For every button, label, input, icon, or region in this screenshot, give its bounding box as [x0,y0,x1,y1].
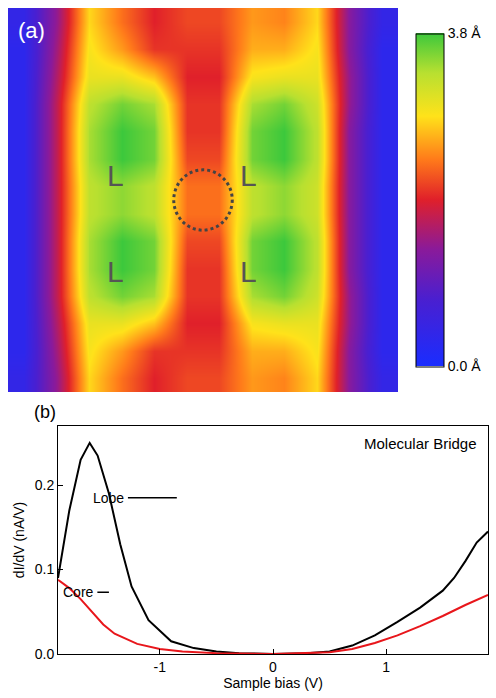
svg-text:0.0: 0.0 [35,646,55,662]
svg-text:Molecular Bridge: Molecular Bridge [364,435,477,452]
svg-text:L: L [240,255,257,288]
svg-text:(b): (b) [34,402,56,422]
svg-text:Core: Core [63,584,94,600]
svg-text:Lobe: Lobe [93,490,124,506]
svg-text:L: L [107,255,124,288]
svg-text:(a): (a) [18,18,45,43]
svg-text:0.0 Å: 0.0 Å [448,358,481,374]
svg-text:dI/dV (nA/V): dI/dV (nA/V) [11,502,27,578]
svg-text:0: 0 [269,659,277,675]
svg-text:0.1: 0.1 [35,561,55,577]
svg-text:3.8 Å: 3.8 Å [448,25,481,41]
svg-text:1: 1 [382,659,390,675]
svg-text:-1: -1 [154,659,167,675]
svg-text:0.2: 0.2 [35,477,55,493]
svg-text:Sample bias (V): Sample bias (V) [223,675,323,691]
svg-text:L: L [107,159,124,192]
svg-text:L: L [240,159,257,192]
